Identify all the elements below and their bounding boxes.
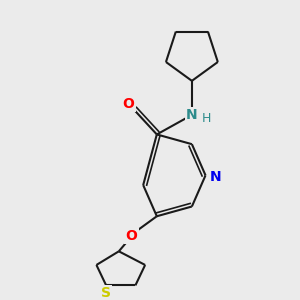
Text: O: O <box>126 229 137 243</box>
Text: S: S <box>101 286 111 300</box>
Text: N: N <box>209 170 221 184</box>
Text: N: N <box>186 108 198 122</box>
Text: O: O <box>123 97 134 111</box>
Text: H: H <box>202 112 211 125</box>
